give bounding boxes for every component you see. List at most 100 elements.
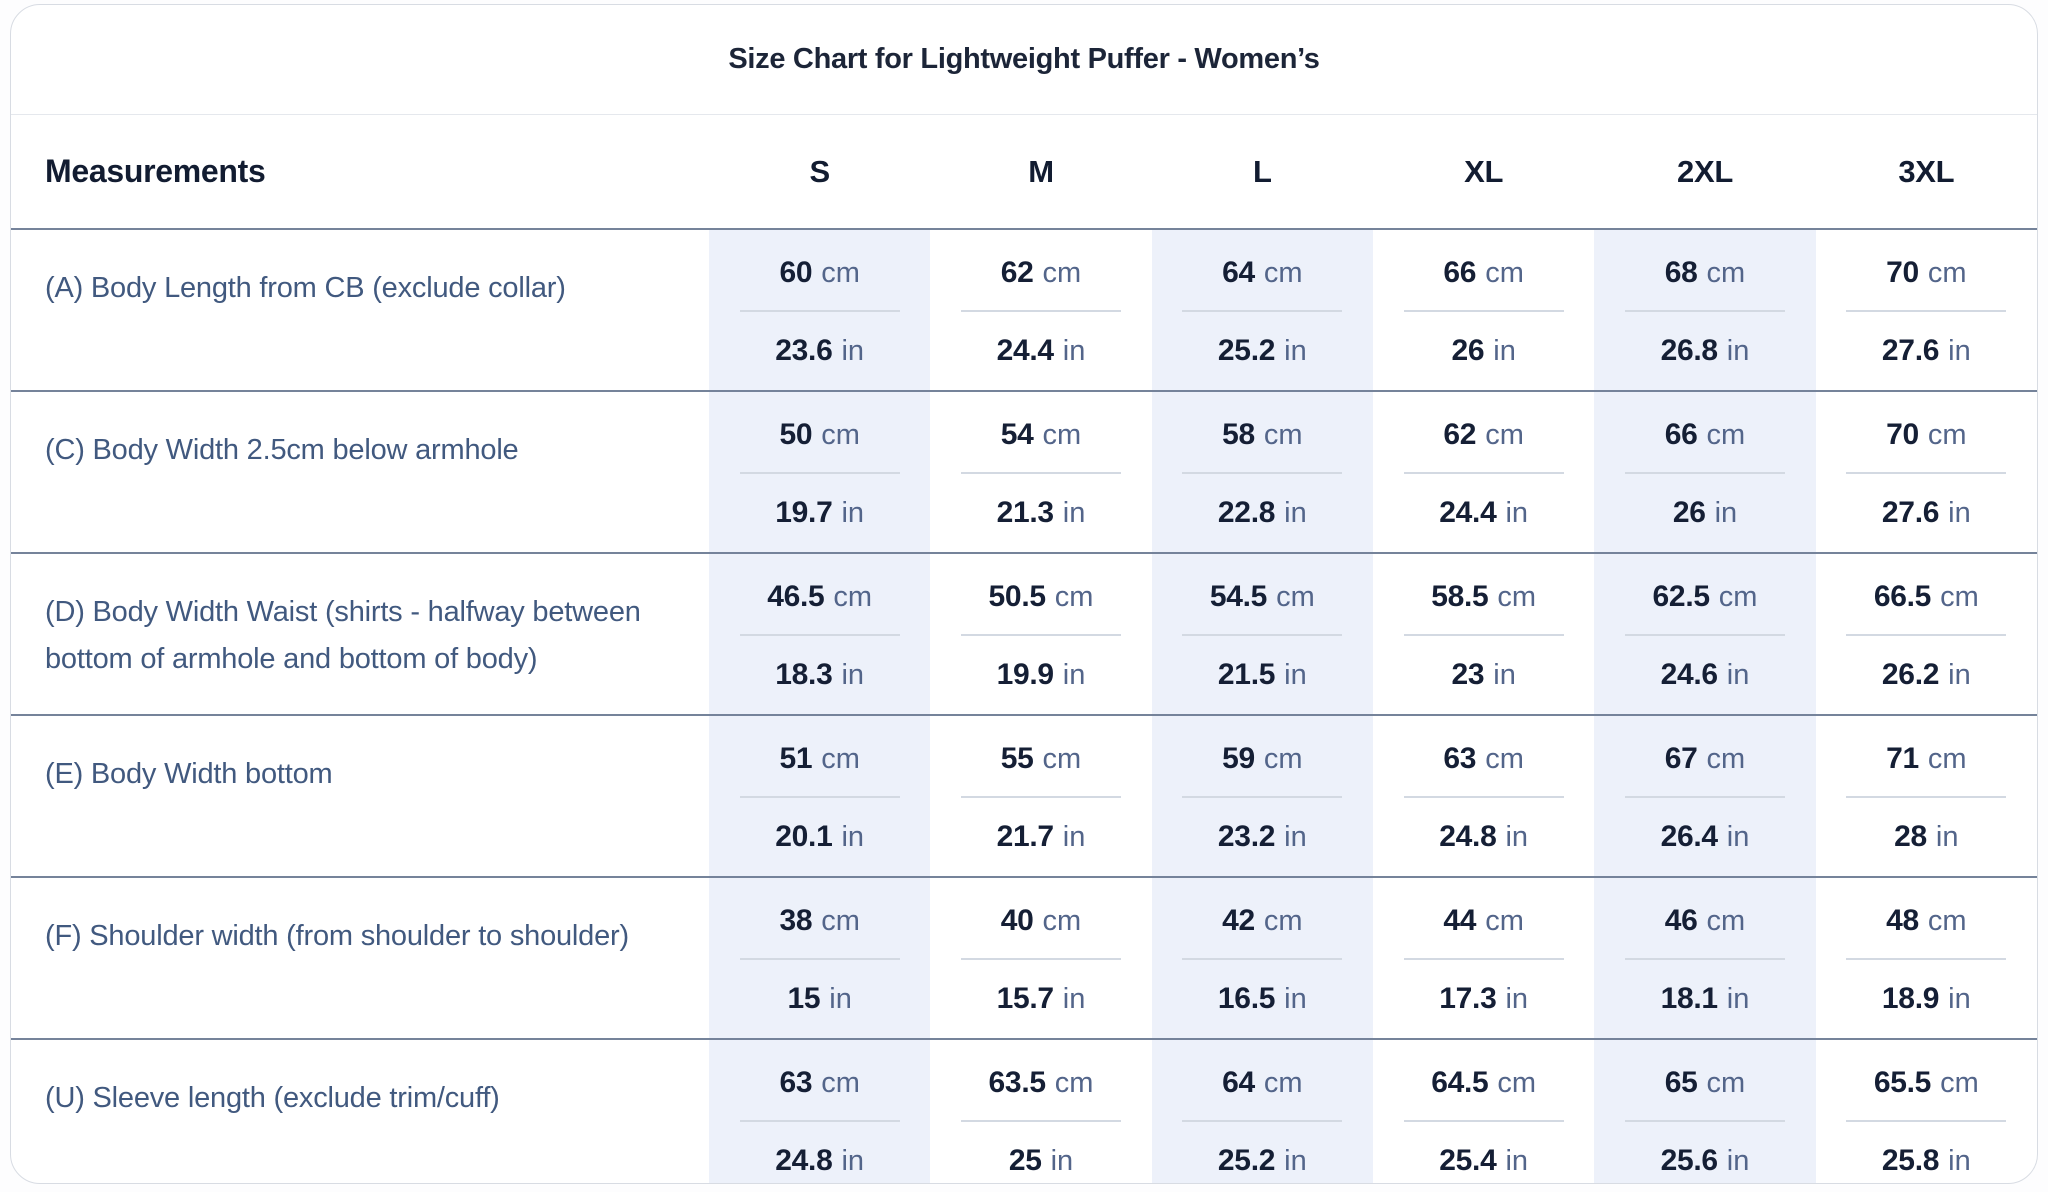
in-unit: in [1050,1145,1074,1177]
cm-in-divider [1624,472,1785,474]
in-unit: in [841,497,865,529]
cm-value: 70 cm [1886,417,1966,453]
cm-unit: cm [821,257,860,289]
cm-unit: cm [1042,257,1082,289]
in-number: 15 [787,982,821,1015]
cm-unit: cm [1706,419,1746,451]
in-unit: in [1726,659,1750,691]
in-value: 18.9 in [1882,981,1971,1017]
cm-number: 67 [1664,742,1698,775]
in-value: 27.6 in [1882,333,1971,369]
size-value-cell: 67 cm 26.4 in [1594,716,1816,876]
in-number: 25 [1008,1144,1042,1177]
in-value: 26 in [1673,495,1737,531]
in-unit: in [1284,1145,1307,1177]
in-number: 26 [1672,496,1706,529]
cm-unit: cm [1927,905,1967,937]
size-value-cell: 50 cm 19.7 in [709,392,931,552]
cm-unit: cm [821,905,860,937]
in-number: 26.4 [1660,820,1719,853]
cm-number: 58 [1222,418,1255,451]
cm-value: 58.5 cm [1431,579,1536,615]
cm-in-divider [1624,958,1785,960]
in-number: 26 [1451,334,1485,367]
cm-number: 64 [1222,256,1255,289]
cm-in-divider [960,958,1121,960]
cm-number: 63.5 [988,1066,1047,1099]
cm-unit: cm [1485,419,1524,451]
in-unit: in [1284,659,1307,691]
cm-number: 62 [1443,418,1477,451]
cm-number: 50 [779,418,813,451]
table-row: (U) Sleeve length (exclude trim/cuff) 63… [11,1040,2037,1183]
in-value: 20.1 in [775,819,864,855]
cm-unit: cm [1263,257,1303,289]
in-unit: in [1505,497,1529,529]
size-value-cell: 46 cm 18.1 in [1594,878,1816,1038]
in-number: 21.3 [996,496,1055,529]
cm-unit: cm [1706,905,1746,937]
in-number: 23 [1451,658,1485,691]
table-row: (E) Body Width bottom 51 cm 20.1 in 55 cm 2… [11,716,2037,878]
size-value-cell: 42 cm 16.5 in [1151,878,1373,1038]
cm-in-divider [739,310,900,312]
cm-value: 63.5 cm [989,1065,1094,1101]
cm-in-divider [1403,1120,1564,1122]
size-value-cell: 66.5 cm 26.2 in [1816,554,2037,714]
cm-number: 48 [1886,904,1919,937]
in-number: 18.1 [1660,982,1719,1015]
cm-value: 58 cm [1222,417,1302,453]
size-value-cell: 40 cm 15.7 in [930,878,1151,1038]
table-row: (F) Shoulder width (from shoulder to sho… [11,878,2037,1040]
in-value: 24.6 in [1661,657,1750,693]
column-header-measurements: Measurements [45,153,266,189]
in-value: 26.2 in [1882,657,1971,693]
in-number: 17.3 [1439,982,1497,1015]
cm-in-divider [1182,958,1343,960]
cm-number: 58.5 [1431,580,1489,613]
size-value-cell: 54 cm 21.3 in [930,392,1151,552]
in-value: 24.4 in [1439,495,1528,531]
in-number: 26.2 [1881,658,1940,691]
in-number: 24.6 [1660,658,1719,691]
cm-in-divider [960,472,1121,474]
cm-value: 62 cm [1443,417,1523,453]
cm-unit: cm [1927,257,1967,289]
size-value-cell: 60 cm 23.6 in [709,230,931,390]
cm-unit: cm [1042,743,1082,775]
in-value: 19.9 in [997,657,1086,693]
cm-value: 54 cm [1001,417,1081,453]
in-unit: in [829,983,852,1015]
in-value: 22.8 in [1218,495,1307,531]
in-value: 26 in [1451,333,1515,369]
in-unit: in [1505,1145,1529,1177]
cm-value: 62.5 cm [1653,579,1758,615]
in-value: 25.2 in [1218,1143,1307,1179]
in-value: 24.8 in [775,1143,864,1179]
in-value: 24.8 in [1439,819,1528,855]
cm-unit: cm [1263,419,1303,451]
cm-number: 63 [779,1066,813,1099]
cm-number: 62.5 [1652,580,1711,613]
in-unit: in [1284,821,1307,853]
column-header-size-l: L [1253,153,1272,189]
in-value: 15 in [787,981,851,1017]
cm-unit: cm [1263,743,1303,775]
column-header-size-2xl: 2XL [1677,153,1733,189]
cm-number: 70 [1886,418,1919,451]
in-value: 21.7 in [997,819,1086,855]
cm-number: 65 [1664,1066,1698,1099]
in-unit: in [841,821,865,853]
measurement-label: (F) Shoulder width (from shoulder to sho… [45,920,629,952]
in-number: 21.7 [996,820,1055,853]
size-value-cell: 64 cm 25.2 in [1151,1040,1373,1183]
in-unit: in [1726,335,1750,367]
cm-number: 64 [1222,1066,1255,1099]
size-value-cell: 70 cm 27.6 in [1816,392,2037,552]
in-value: 27.6 in [1882,495,1971,531]
cm-value: 46 cm [1665,903,1745,939]
cm-unit: cm [1276,581,1315,613]
cm-in-divider [1846,472,2007,474]
in-unit: in [1714,497,1738,529]
cm-in-divider [739,958,900,960]
